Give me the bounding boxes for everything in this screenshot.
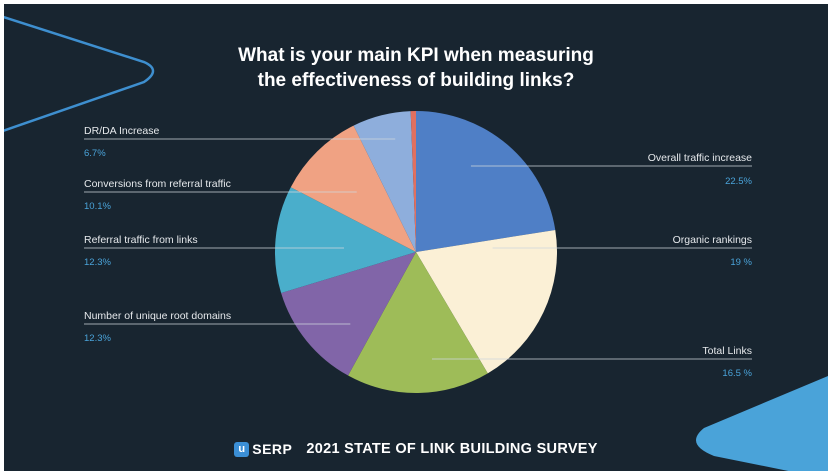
footer: u SERP 2021 STATE OF LINK BUILDING SURVE… <box>4 441 828 457</box>
slice-label-dr-da-increase: DR/DA Increase <box>84 125 160 137</box>
slice-label-referral-traffic: Referral traffic from links <box>84 234 198 246</box>
slice-label-total-links: Total Links <box>702 345 752 357</box>
pie-slice-4 <box>275 187 416 294</box>
decorative-bottom-right-shape <box>696 376 828 471</box>
slice-value-conversions: 10.1% <box>84 201 111 212</box>
survey-infographic: What is your main KPI when measuring the… <box>4 4 828 471</box>
survey-title: 2021 STATE OF LINK BUILDING SURVEY <box>306 441 598 457</box>
pie-chart <box>275 111 557 393</box>
chart-title-line-2: the effectiveness of building links? <box>257 70 575 91</box>
slice-label-overall-traffic: Overall traffic increase <box>647 152 752 164</box>
slice-value-overall-traffic: 22.5% <box>725 176 752 187</box>
slice-label-unique-root-domains: Number of unique root domains <box>84 310 232 322</box>
slice-value-total-links: 16.5 % <box>722 368 752 379</box>
slice-label-organic-rankings: Organic rankings <box>672 234 752 246</box>
pie-slice-3 <box>281 252 416 376</box>
pie-slice-6 <box>353 111 416 252</box>
slice-value-unique-root-domains: 12.3% <box>84 333 111 344</box>
pie-slice-2 <box>348 252 488 393</box>
pie-slice-1 <box>416 229 557 374</box>
chart-canvas <box>4 15 828 471</box>
userp-logo-icon: u <box>234 441 250 457</box>
chart-title-line-1: What is your main KPI when measuring <box>238 45 594 66</box>
brand-name: SERP <box>252 441 293 457</box>
pie-slice-0 <box>416 111 556 252</box>
decorative-top-left-stroke <box>4 15 155 132</box>
slice-value-dr-da-increase: 6.7% <box>84 148 106 159</box>
leader-lines <box>84 138 752 360</box>
slice-value-referral-traffic: 12.3% <box>84 257 111 268</box>
userp-logo: u SERP <box>234 441 292 457</box>
pie-slice-7 <box>410 111 416 252</box>
slice-label-conversions: Conversions from referral traffic <box>84 178 231 190</box>
pie-slice-5 <box>290 125 416 252</box>
slice-value-organic-rankings: 19 % <box>730 257 752 268</box>
